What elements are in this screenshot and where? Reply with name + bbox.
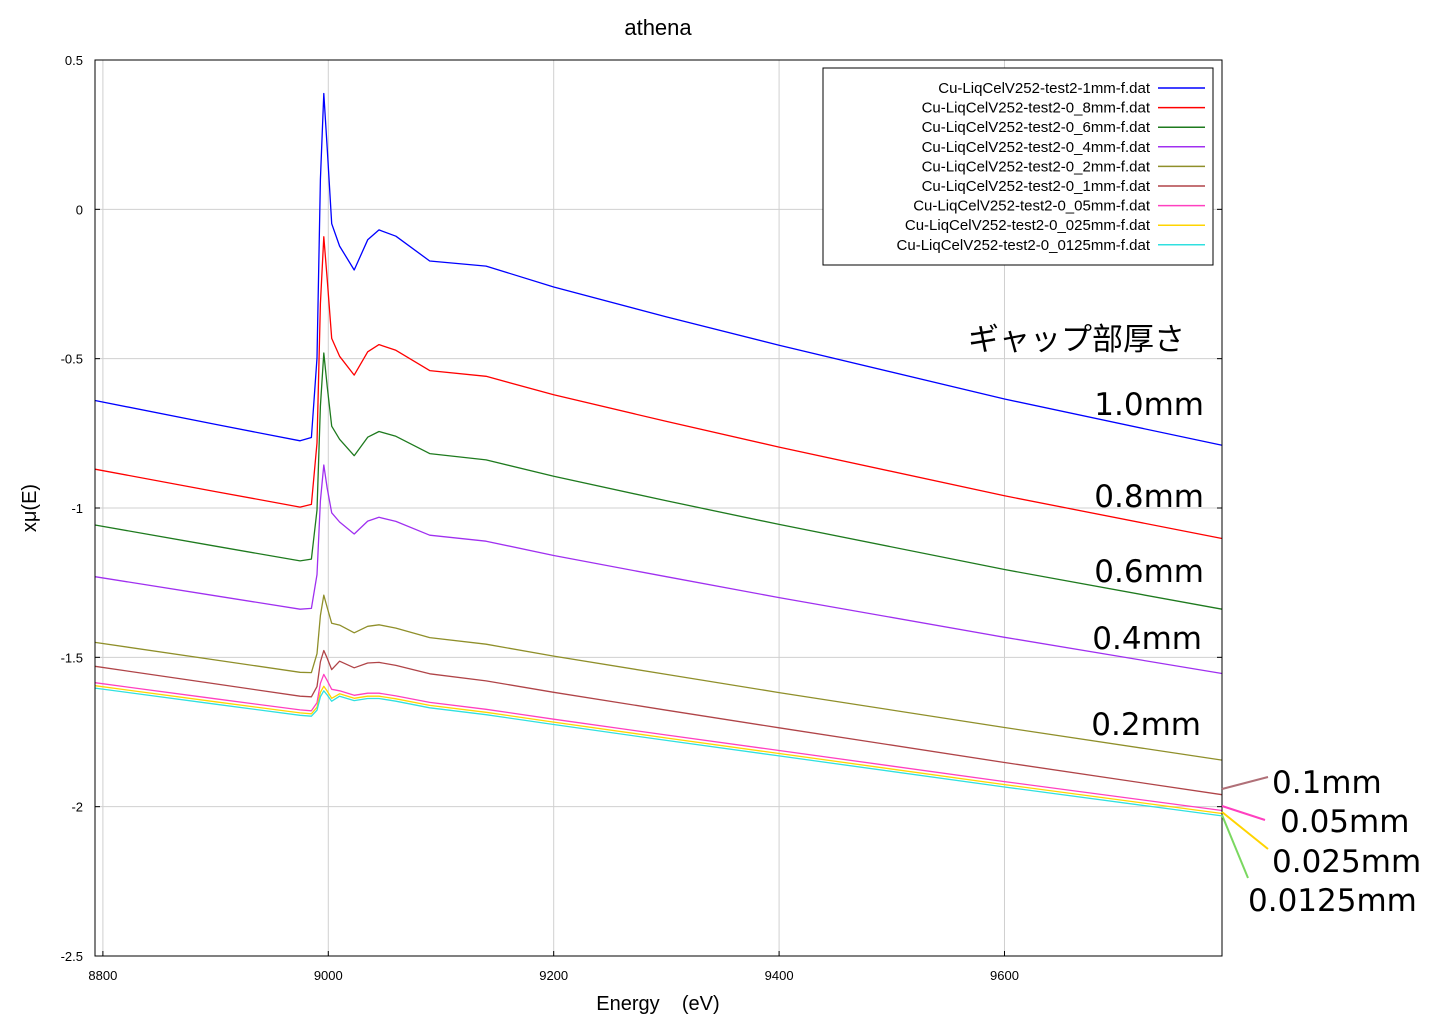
legend: Cu-LiqCelV252-test2-1mm-f.dat Cu-LiqCelV2…	[822, 67, 1214, 266]
y-axis-label: xμ(E)	[19, 484, 41, 532]
leader-line-0-1mm	[1221, 776, 1269, 790]
x-tick-label: 9600	[990, 968, 1019, 983]
series-group	[94, 92, 1223, 817]
series-line-5	[94, 649, 1223, 796]
annotations: ギャップ部厚さ 1.0mm 0.8mm 0.6mm 0.4mm 0.2mm 0.…	[968, 322, 1421, 919]
chart-title: athena	[624, 15, 692, 40]
series-line-4	[94, 594, 1223, 761]
y-tick-label: 0.5	[65, 53, 83, 68]
legend-label-6: Cu-LiqCelV252-test2-0_05mm-f.dat	[913, 198, 1151, 215]
leader-line-0-025mm	[1221, 811, 1269, 850]
y-tick-label: 0	[76, 202, 83, 217]
legend-label-7: Cu-LiqCelV252-test2-0_025mm-f.dat	[905, 217, 1151, 234]
annotation-0-4mm: 0.4mm	[1092, 621, 1202, 657]
annotation-heading: ギャップ部厚さ	[968, 322, 1185, 358]
y-tick-label: -0.5	[61, 352, 83, 367]
annotation-1-0mm: 1.0mm	[1094, 387, 1204, 423]
x-tick-label: 8800	[88, 968, 117, 983]
series-line-8	[94, 687, 1223, 817]
series-line-1	[94, 236, 1223, 540]
legend-label-4: Cu-LiqCelV252-test2-0_2mm-f.dat	[922, 158, 1151, 175]
legend-label-1: Cu-LiqCelV252-test2-0_8mm-f.dat	[922, 100, 1151, 117]
x-tick-label: 9400	[765, 968, 794, 983]
annotation-0-2mm: 0.2mm	[1091, 707, 1201, 743]
y-tick-label: -1	[71, 501, 83, 516]
ticks: 8800 9000 9200 9400 9600 0.5 0 -0.5 -1 -1.5 -2 -2.5	[61, 53, 1222, 983]
x-tick-label: 9000	[314, 968, 343, 983]
legend-label-0: Cu-LiqCelV252-test2-1mm-f.dat	[938, 80, 1151, 97]
series-line-6	[94, 673, 1223, 812]
series-line-7	[94, 685, 1223, 815]
legend-box	[822, 67, 1214, 266]
x-axis-label: Energy (eV)	[596, 993, 719, 1015]
annotation-0-05mm: 0.05mm	[1280, 804, 1409, 840]
series-line-3	[94, 464, 1223, 675]
x-tick-label: 9200	[539, 968, 568, 983]
y-tick-label: -2	[71, 800, 83, 815]
y-tick-label: -2.5	[61, 949, 83, 964]
annotation-0-0125mm: 0.0125mm	[1248, 883, 1417, 919]
annotation-0-8mm: 0.8mm	[1094, 479, 1204, 515]
legend-label-3: Cu-LiqCelV252-test2-0_4mm-f.dat	[922, 139, 1151, 156]
y-tick-label: -1.5	[61, 650, 83, 665]
leader-line-0-05mm	[1221, 805, 1266, 821]
annotation-0-1mm: 0.1mm	[1272, 765, 1382, 801]
leader-line-0-0125mm	[1221, 814, 1249, 879]
series-line-0	[94, 92, 1223, 446]
series-line-2	[94, 352, 1223, 610]
annotation-0-025mm: 0.025mm	[1272, 844, 1421, 880]
legend-label-2: Cu-LiqCelV252-test2-0_6mm-f.dat	[922, 119, 1151, 136]
annotation-0-6mm: 0.6mm	[1094, 554, 1204, 590]
legend-label-8: Cu-LiqCelV252-test2-0_0125mm-f.dat	[897, 237, 1151, 254]
legend-label-5: Cu-LiqCelV252-test2-0_1mm-f.dat	[922, 178, 1151, 195]
